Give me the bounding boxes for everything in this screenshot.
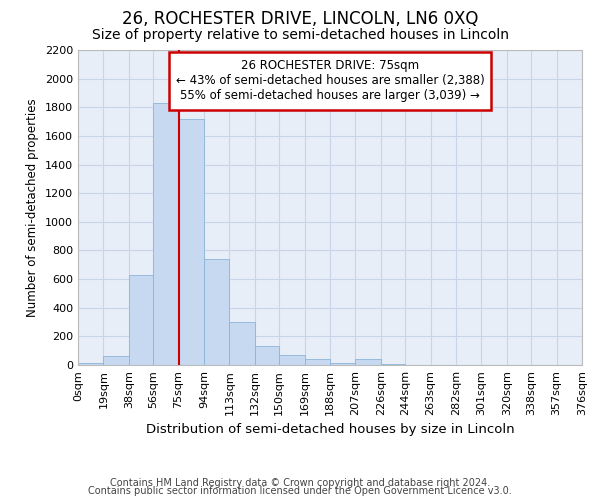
Bar	[330, 363, 355, 365]
Text: Contains HM Land Registry data © Crown copyright and database right 2024.: Contains HM Land Registry data © Crown c…	[110, 478, 490, 488]
Bar	[78, 363, 103, 365]
Bar	[129, 275, 153, 365]
Text: 26 ROCHESTER DRIVE: 75sqm
← 43% of semi-detached houses are smaller (2,388)
55% : 26 ROCHESTER DRIVE: 75sqm ← 43% of semi-…	[176, 60, 484, 102]
Text: 26, ROCHESTER DRIVE, LINCOLN, LN6 0XQ: 26, ROCHESTER DRIVE, LINCOLN, LN6 0XQ	[122, 10, 478, 28]
Bar	[179, 118, 204, 365]
X-axis label: Distribution of semi-detached houses by size in Lincoln: Distribution of semi-detached houses by …	[146, 424, 514, 436]
Bar	[305, 358, 330, 365]
Bar	[153, 103, 179, 365]
Bar	[255, 346, 279, 365]
Y-axis label: Number of semi-detached properties: Number of semi-detached properties	[26, 98, 40, 317]
Bar	[204, 259, 229, 365]
Text: Contains public sector information licensed under the Open Government Licence v3: Contains public sector information licen…	[88, 486, 512, 496]
Bar	[279, 355, 305, 365]
Bar	[103, 356, 129, 365]
Bar	[355, 360, 381, 365]
Bar	[229, 322, 255, 365]
Bar	[381, 364, 405, 365]
Text: Size of property relative to semi-detached houses in Lincoln: Size of property relative to semi-detach…	[91, 28, 509, 42]
